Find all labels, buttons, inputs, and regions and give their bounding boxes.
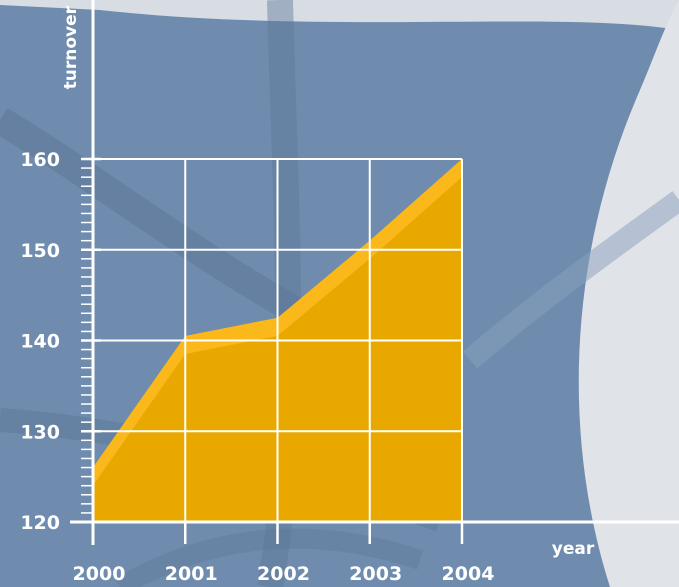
y-tick-label: 150: [20, 240, 60, 262]
y-tick-labels: 120 130 140 150 160: [20, 149, 60, 534]
y-tick-label: 140: [20, 331, 60, 353]
x-tick-label: 2000: [73, 563, 126, 585]
x-tick-label: 2001: [165, 563, 218, 585]
x-tick-labels: 2000 2001 2002 2003 2004: [73, 522, 495, 585]
x-tick-label: 2004: [442, 563, 495, 585]
y-tick-label: 130: [20, 421, 60, 443]
x-axis-title: year: [552, 539, 595, 559]
y-tick-label: 160: [20, 149, 60, 171]
x-tick-label: 2002: [257, 563, 310, 585]
y-axis-title: turnover: [61, 5, 81, 89]
y-tick-label: 120: [20, 512, 60, 534]
x-tick-label: 2003: [349, 563, 402, 585]
